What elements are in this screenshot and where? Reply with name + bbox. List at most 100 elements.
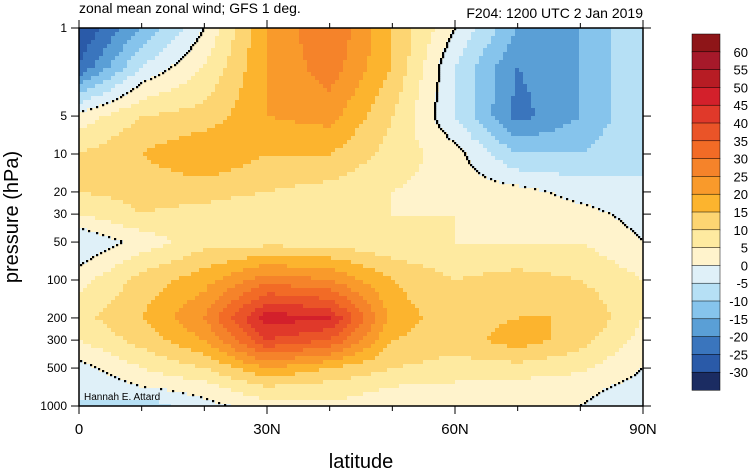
contour-cell — [363, 164, 368, 169]
contour-cell — [463, 164, 468, 169]
contour-cell — [355, 128, 360, 133]
contour-cell — [459, 44, 464, 49]
contour-cell — [235, 52, 240, 57]
contour-cell — [87, 152, 92, 157]
contour-cell — [263, 88, 268, 93]
contour-cell — [543, 112, 548, 117]
contour-cell — [131, 112, 136, 117]
contour-cell — [379, 136, 384, 141]
contour-cell — [159, 28, 164, 33]
contour-cell — [595, 136, 600, 141]
contour-cell — [511, 136, 516, 141]
contour-cell — [155, 80, 160, 85]
contour-cell — [267, 140, 272, 145]
contour-cell — [359, 164, 364, 169]
contour-cell — [591, 136, 596, 141]
contour-cell — [119, 148, 124, 153]
contour-cell — [151, 132, 156, 137]
contour-cell — [527, 40, 532, 45]
contour-cell — [551, 164, 556, 169]
contour-cell — [443, 88, 448, 93]
contour-cell — [603, 36, 608, 41]
contour-cell — [307, 32, 312, 37]
contour-cell — [627, 28, 632, 33]
contour-cell — [339, 88, 344, 93]
contour-cell — [559, 32, 564, 37]
contour-cell — [303, 36, 308, 41]
contour-cell — [127, 32, 132, 37]
contour-cell — [311, 44, 316, 49]
contour-cell — [379, 32, 384, 37]
contour-cell — [135, 120, 140, 125]
contour-cell — [383, 28, 388, 33]
contour-cell — [219, 168, 224, 173]
contour-cell — [187, 36, 192, 41]
contour-cell — [463, 56, 468, 61]
contour-cell — [95, 124, 100, 129]
contour-cell — [535, 40, 540, 45]
contour-cell — [195, 112, 200, 117]
contour-cell — [475, 60, 480, 65]
contour-cell — [151, 32, 156, 37]
contour-cell — [191, 120, 196, 125]
contour-cell — [431, 164, 436, 169]
contour-cell — [283, 116, 288, 121]
contour-cell — [335, 156, 340, 161]
contour-cell — [615, 152, 620, 157]
contour-cell — [223, 60, 228, 65]
contour-cell — [575, 136, 580, 141]
contour-cell — [547, 148, 552, 153]
contour-cell — [491, 112, 496, 117]
contour-cell — [127, 128, 132, 133]
contour-cell — [639, 84, 644, 89]
contour-cell — [627, 52, 632, 57]
contour-cell — [267, 144, 272, 149]
contour-cell — [267, 116, 272, 121]
contour-cell — [431, 64, 436, 69]
contour-cell — [319, 100, 324, 105]
contour-cell — [467, 84, 472, 89]
contour-cell — [179, 148, 184, 153]
contour-cell — [639, 72, 644, 77]
contour-cell — [263, 140, 268, 145]
contour-cell — [227, 36, 232, 41]
contour-cell — [227, 80, 232, 85]
contour-cell — [383, 112, 388, 117]
contour-cell — [495, 48, 500, 53]
contour-cell — [387, 140, 392, 145]
contour-cell — [171, 168, 176, 173]
contour-cell — [127, 40, 132, 45]
contour-cell — [283, 52, 288, 57]
contour-cell — [599, 144, 604, 149]
contour-cell — [287, 168, 292, 173]
contour-cell — [471, 40, 476, 45]
contour-cell — [511, 64, 516, 69]
contour-cell — [595, 152, 600, 157]
contour-cell — [527, 104, 532, 109]
contour-cell — [87, 96, 92, 101]
contour-cell — [523, 68, 528, 73]
contour-cell — [223, 68, 228, 73]
contour-cell — [591, 96, 596, 101]
contour-cell — [427, 28, 432, 33]
contour-cell — [551, 88, 556, 93]
contour-cell — [419, 76, 424, 81]
contour-cell — [195, 72, 200, 77]
contour-cell — [275, 168, 280, 173]
contour-cell — [243, 168, 248, 173]
contour-cell — [587, 152, 592, 157]
contour-cell — [343, 116, 348, 121]
contour-cell — [319, 112, 324, 117]
contour-cell — [259, 76, 264, 81]
contour-cell — [495, 164, 500, 169]
contour-cell — [323, 160, 328, 165]
contour-cell — [451, 52, 456, 57]
contour-cell — [359, 76, 364, 81]
contour-cell — [243, 148, 248, 153]
contour-cell — [203, 116, 208, 121]
contour-cell — [495, 156, 500, 161]
contour-cell — [231, 36, 236, 41]
contour-cell — [535, 112, 540, 117]
contour-cell — [231, 72, 236, 77]
contour-cell — [195, 52, 200, 57]
